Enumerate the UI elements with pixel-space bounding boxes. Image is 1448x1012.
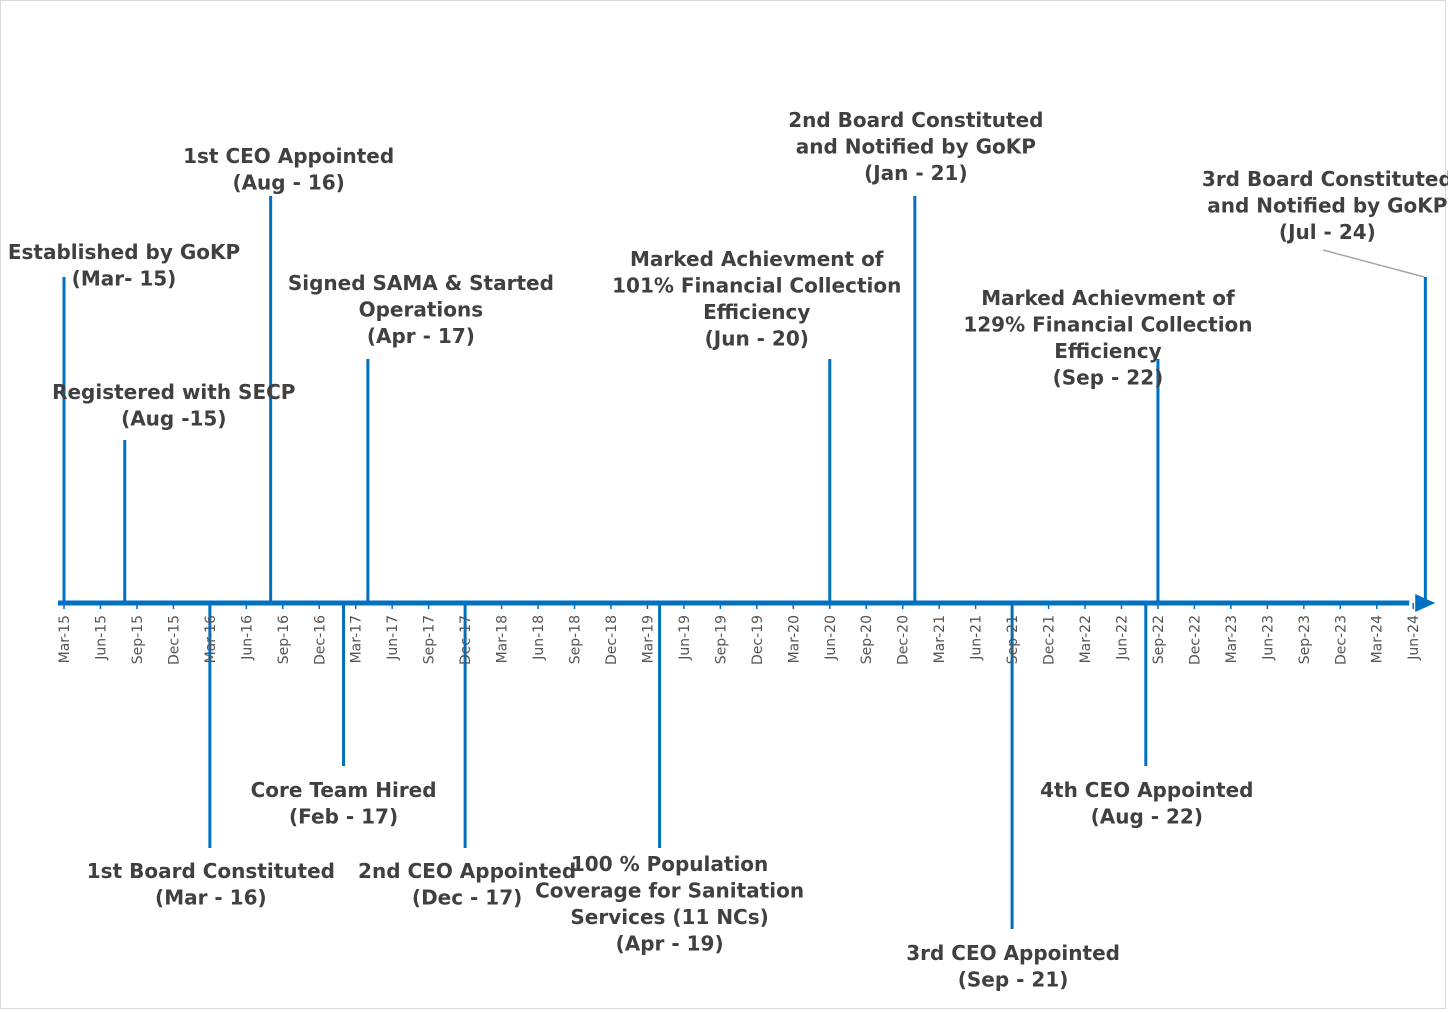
- event-lines: [62, 196, 1427, 929]
- tick-label: Mar-18: [495, 615, 511, 663]
- tick-labels: Mar-15 Jun-15 Sep-15 Dec-15 Mar-16 Jun-16 Sep-…: [57, 615, 1422, 665]
- event-label-line: and Notified by GoKP: [796, 135, 1036, 159]
- event-label-line: (Feb - 17): [289, 805, 398, 829]
- tick-label: Mar-22: [1078, 615, 1094, 663]
- event-label-line: 100 % Population: [571, 852, 768, 876]
- event-label-line: (Jul - 24): [1279, 220, 1376, 244]
- event-label-sama: Signed SAMA & Started Operations (Apr - 17…: [288, 271, 554, 348]
- event-label-second-board: 2nd Board Constituted and Notified by GoK…: [788, 108, 1043, 185]
- event-label-line: (Aug -15): [121, 407, 226, 431]
- tick-label: Jun-22: [1114, 615, 1130, 661]
- tick-label: Dec-22: [1187, 615, 1203, 665]
- event-label-line: (Sep - 21): [958, 968, 1069, 992]
- tick-label: Sep-15: [130, 615, 146, 664]
- event-label-core-team: Core Team Hired (Feb - 17): [251, 778, 437, 829]
- tick-label: Jun-21: [969, 615, 985, 661]
- tick-label: Mar-20: [786, 615, 802, 663]
- event-label-line: (Apr - 17): [367, 324, 475, 348]
- tick-label: Sep-23: [1297, 615, 1313, 664]
- tick-label: Jun-15: [93, 615, 109, 661]
- tick-label: Dec-23: [1333, 615, 1349, 665]
- tick-label: Sep-21: [1005, 615, 1021, 664]
- event-label-collection-101: Marked Achievment of 101% Financial Colle…: [612, 247, 901, 351]
- axis-arrow-icon: [1415, 594, 1436, 612]
- tick-label: Mar-17: [349, 615, 365, 663]
- event-label-line: and Notified by GoKP: [1207, 194, 1447, 218]
- event-label-line: (Mar- 15): [72, 267, 177, 291]
- event-label-line: (Aug - 16): [232, 171, 344, 195]
- tick-label: Mar-24: [1370, 615, 1386, 663]
- tick-label: Dec-18: [604, 615, 620, 665]
- event-label-third-ceo: 3rd CEO Appointed (Sep - 21): [906, 941, 1120, 992]
- tick-label: Jun-18: [531, 615, 547, 661]
- event-label-line: Signed SAMA & Started: [288, 271, 554, 295]
- tick-label: Jun-19: [677, 615, 693, 661]
- tick-label: Sep-18: [568, 615, 584, 664]
- event-label-sanitation: 100 % Population Coverage for Sanitation S…: [535, 852, 804, 956]
- event-label-line: Marked Achievment of: [630, 247, 884, 271]
- tick-label: Dec-17: [458, 615, 474, 665]
- event-label-fourth-ceo: 4th CEO Appointed (Aug - 22): [1040, 778, 1253, 829]
- tick-label: Dec-20: [896, 615, 912, 665]
- event-label-line: 2nd Board Constituted: [788, 108, 1043, 132]
- event-label-line: (Jan - 21): [864, 161, 968, 185]
- tick-label: Jun-16: [239, 615, 255, 661]
- tick-label: Mar-23: [1224, 615, 1240, 663]
- tick-label: Dec-21: [1042, 615, 1058, 665]
- event-label-line: 1st Board Constituted: [87, 859, 335, 883]
- event-label-line: (Jun - 20): [705, 327, 809, 351]
- tick-label: Jun-20: [823, 615, 839, 661]
- tick-label: Sep-22: [1151, 615, 1167, 664]
- event-label-line: Services (11 NCs): [570, 905, 768, 929]
- event-label-established: Established by GoKP (Mar- 15): [8, 240, 240, 291]
- event-label-second-ceo: 2nd CEO Appointed (Dec - 17): [358, 859, 576, 910]
- event-label-line: Operations: [359, 298, 484, 322]
- event-label-line: 3rd Board Constituted: [1202, 167, 1448, 191]
- event-label-line: Established by GoKP: [8, 240, 240, 264]
- tick-label: Sep-16: [276, 615, 292, 664]
- tick-label: Sep-19: [713, 615, 729, 664]
- tick-label: Mar-19: [640, 615, 656, 663]
- tick-label: Mar-16: [203, 615, 219, 663]
- event-label-line: (Aug - 22): [1091, 805, 1203, 829]
- leader-line: [1322, 249, 1425, 278]
- event-label-line: Coverage for Sanitation: [535, 879, 804, 903]
- event-label-first-ceo: 1st CEO Appointed (Aug - 16): [183, 144, 394, 195]
- tick-label: Sep-17: [422, 615, 438, 664]
- event-label-line: (Apr - 19): [616, 932, 724, 956]
- event-label-line: Core Team Hired: [251, 778, 437, 802]
- event-label-line: 1st CEO Appointed: [183, 144, 394, 168]
- event-labels: Established by GoKP (Mar- 15) Registered w…: [8, 108, 1448, 992]
- event-label-registered-secp: Registered with SECP (Aug -15): [52, 380, 295, 431]
- event-label-line: 2nd CEO Appointed: [358, 859, 576, 883]
- event-label-line: Efficiency: [703, 300, 810, 324]
- event-label-line: Marked Achievment of: [981, 286, 1235, 310]
- tick-label: Sep-20: [859, 615, 875, 664]
- event-label-line: Efficiency: [1054, 339, 1161, 363]
- tick-label: Jun-23: [1260, 615, 1276, 661]
- event-label-first-board: 1st Board Constituted (Mar - 16): [87, 859, 335, 910]
- tick-label: Jun-17: [385, 615, 401, 661]
- event-label-line: 4th CEO Appointed: [1040, 778, 1253, 802]
- tick-label: Jun-24: [1406, 615, 1422, 661]
- event-label-line: (Dec - 17): [412, 886, 522, 910]
- tick-label: Dec-19: [750, 615, 766, 665]
- event-label-line: (Sep - 22): [1053, 366, 1164, 390]
- event-label-collection-129: Marked Achievment of 129% Financial Colle…: [963, 286, 1252, 390]
- tick-label: Dec-15: [166, 615, 182, 665]
- event-label-line: (Mar - 16): [155, 886, 267, 910]
- tick-label: Dec-16: [312, 615, 328, 665]
- event-label-line: 129% Financial Collection: [963, 313, 1252, 337]
- timeline-axis: [58, 594, 1436, 612]
- event-label-line: 101% Financial Collection: [612, 274, 901, 298]
- tick-label: Mar-21: [932, 615, 948, 663]
- tick-label: Mar-15: [57, 615, 73, 663]
- event-label-third-board: 3rd Board Constituted and Notified by GoK…: [1202, 167, 1448, 244]
- event-label-line: 3rd CEO Appointed: [906, 941, 1120, 965]
- event-label-line: Registered with SECP: [52, 380, 295, 404]
